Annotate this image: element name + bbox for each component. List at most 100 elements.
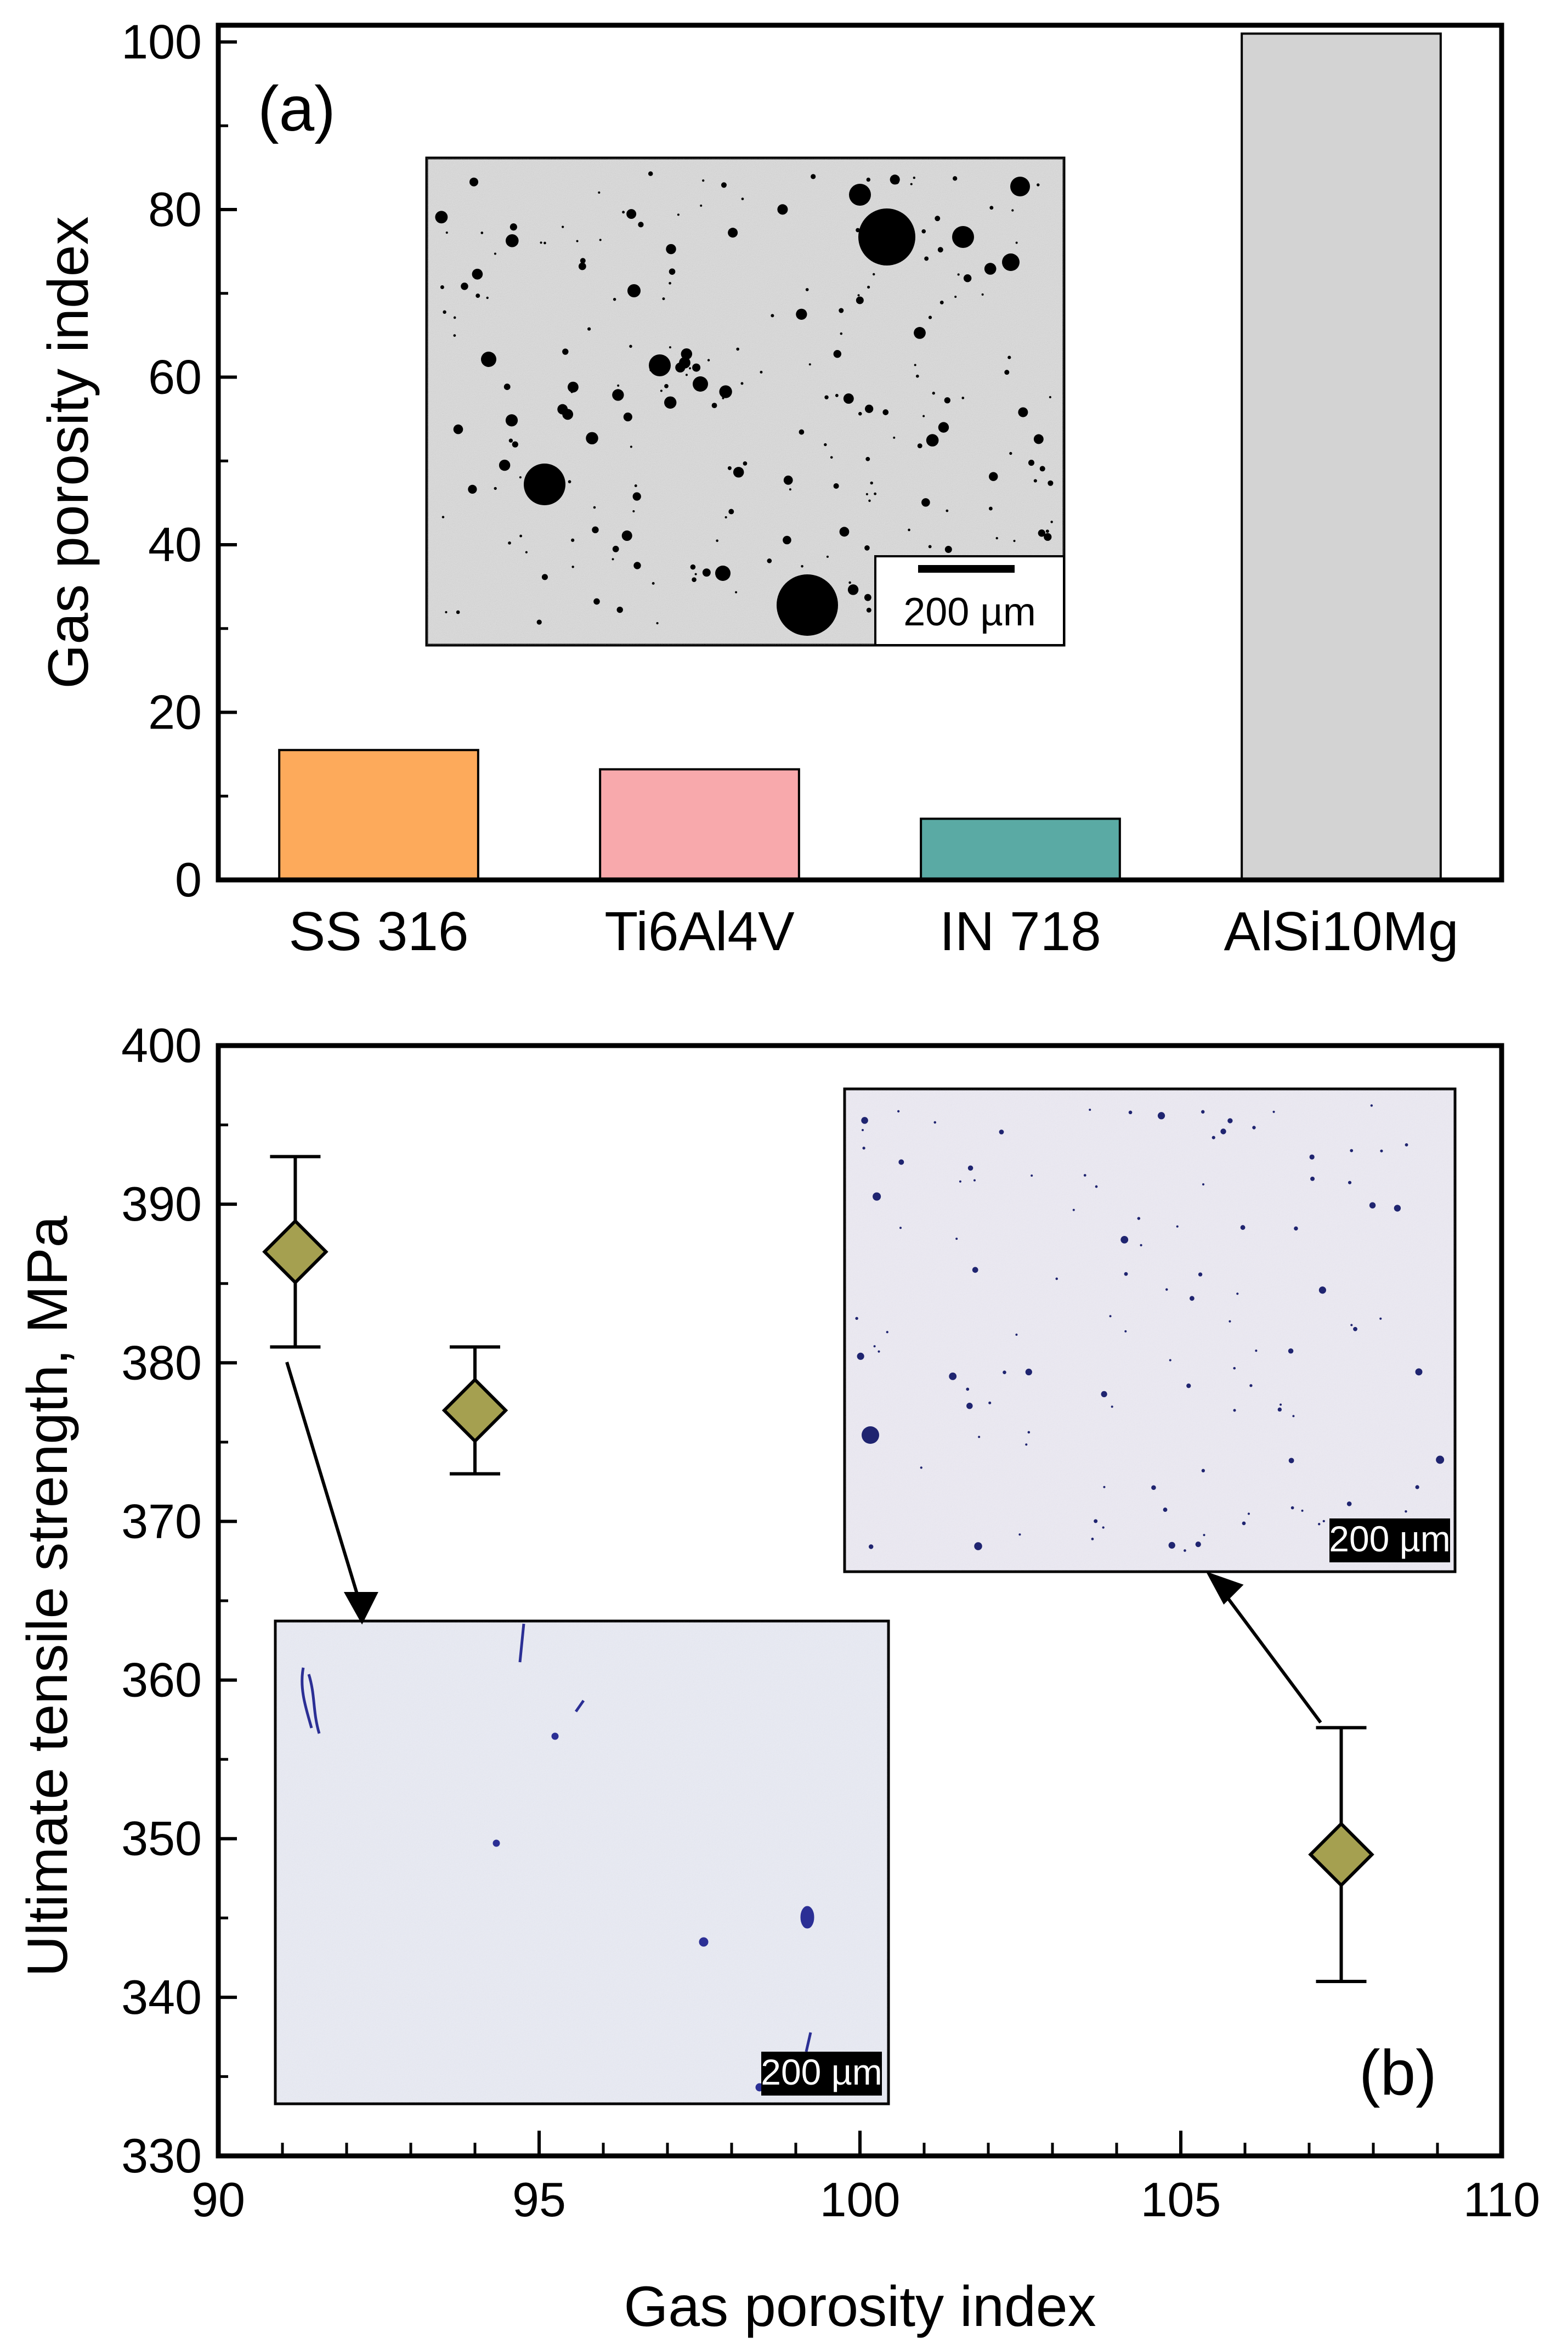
scale-bar-label: 200 µm	[903, 590, 1036, 634]
pore	[1252, 1126, 1256, 1130]
pore	[1272, 1110, 1275, 1113]
pore	[445, 611, 448, 613]
pore	[1013, 539, 1016, 543]
pore	[587, 327, 591, 331]
pore	[914, 364, 916, 366]
y-tick-label: 370	[121, 1494, 202, 1548]
y-tick-label: 0	[175, 852, 202, 907]
pore	[480, 231, 484, 234]
pore	[664, 383, 669, 388]
pore	[1220, 1128, 1226, 1134]
pore	[694, 573, 697, 575]
data-point-diamond	[441, 1377, 508, 1444]
pore	[1028, 460, 1035, 466]
pore	[1089, 1108, 1091, 1111]
pore	[864, 545, 870, 551]
arrow-to-left-inset	[285, 1362, 364, 1611]
pore	[741, 197, 744, 200]
pore	[926, 434, 939, 447]
scale-bar-box: 200 µm	[874, 555, 1065, 646]
pore	[1103, 1486, 1106, 1488]
pore	[476, 293, 480, 298]
arrow-head	[343, 1592, 378, 1625]
y-tick-label: 330	[121, 2128, 202, 2183]
pore	[886, 1331, 888, 1334]
pore	[1198, 1272, 1203, 1277]
pore	[767, 558, 772, 563]
x-tick-label: 90	[191, 2172, 245, 2227]
pore	[499, 459, 511, 471]
x-axis-title-b: Gas porosity index	[624, 2275, 1096, 2339]
pore	[1039, 466, 1045, 472]
pore	[1240, 1225, 1246, 1230]
pore	[874, 492, 877, 495]
x-tick-label: 100	[820, 2172, 901, 2227]
pore	[1120, 1235, 1129, 1244]
pore	[1165, 1288, 1168, 1291]
pore	[777, 204, 788, 215]
pore	[612, 389, 624, 401]
pore	[922, 415, 925, 417]
pore	[733, 467, 744, 478]
pore	[505, 414, 518, 427]
y-tick-label: 400	[121, 1018, 202, 1072]
pore	[1415, 1485, 1419, 1489]
y-tick-label: 40	[148, 517, 202, 572]
pore	[681, 348, 693, 360]
pore	[622, 211, 625, 214]
bar-chart-panel-a: 200 µm 0 20 40 60 80 100 SS 316 Ti6Al4V IN 718 A…	[37, 15, 1504, 962]
pore	[1007, 355, 1011, 359]
pore	[1025, 1443, 1028, 1446]
pore	[727, 466, 732, 470]
pore	[873, 1192, 881, 1201]
x-tick-label: IN 718	[939, 901, 1101, 962]
pore	[702, 568, 711, 577]
pore	[1011, 209, 1014, 212]
pore	[878, 1350, 880, 1353]
y-tick-label: 60	[148, 350, 202, 404]
pore	[649, 368, 653, 372]
pore	[578, 262, 586, 270]
pore	[967, 1165, 973, 1171]
pore	[1229, 1320, 1231, 1323]
pore	[801, 564, 803, 568]
pore	[914, 326, 926, 339]
x-tick-label: 110	[1463, 2172, 1540, 2227]
pore	[669, 281, 671, 285]
pore	[1189, 1296, 1195, 1301]
pore	[944, 546, 952, 553]
scale-bar-label: 200 µm	[1329, 1518, 1450, 1559]
pore	[913, 176, 916, 179]
pore	[858, 208, 915, 266]
y-tick-label: 80	[148, 182, 202, 236]
pore	[932, 392, 935, 395]
pore	[1255, 1349, 1258, 1352]
pore	[453, 334, 456, 337]
pore	[796, 308, 807, 320]
pore	[783, 535, 791, 545]
pore	[626, 209, 637, 219]
pore	[1350, 1324, 1353, 1326]
pore	[893, 436, 896, 439]
pore	[1201, 1469, 1205, 1473]
pore	[1184, 1549, 1186, 1552]
pore	[662, 297, 665, 301]
pore	[1015, 241, 1018, 244]
pore	[826, 555, 829, 558]
pore	[865, 493, 868, 495]
pore	[944, 397, 950, 404]
pore	[1169, 1359, 1171, 1362]
pore	[685, 374, 688, 376]
pore	[1288, 1348, 1294, 1354]
pore	[1018, 407, 1028, 417]
pore	[1369, 1202, 1376, 1209]
pore	[693, 376, 708, 392]
pore	[592, 526, 599, 534]
pore	[1310, 1176, 1315, 1181]
pore	[481, 352, 496, 367]
pore	[599, 239, 602, 241]
pore	[690, 564, 696, 570]
pore	[957, 273, 960, 276]
pore	[1186, 1384, 1191, 1388]
